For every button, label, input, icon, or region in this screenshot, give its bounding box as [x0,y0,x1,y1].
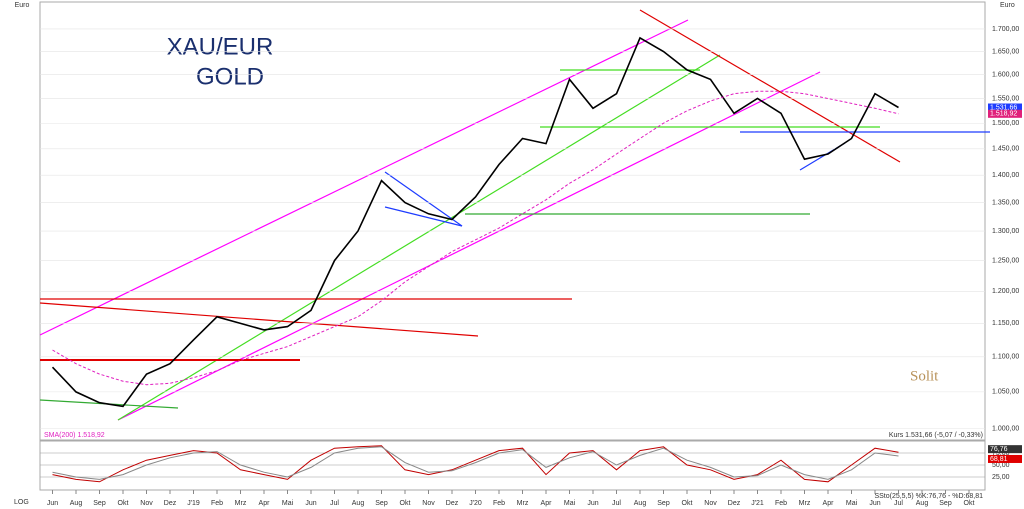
y-tick-label: 1.000,00 [992,425,1019,432]
x-tick-label: Feb [775,500,787,507]
series-line [52,90,899,386]
x-tick-label: Sep [939,500,952,507]
brand: Solit [910,368,939,384]
osc-frame [39,440,986,491]
x-tick-label: Okt [682,500,693,507]
y-tick-label: 1.400,00 [992,172,1019,179]
x-tick-label: Jun [869,500,880,507]
x-tick-label: Okt [964,500,975,507]
y-tick-label: 50,00 [992,462,1010,469]
x-tick-label: Jun [587,500,598,507]
value-tag-label: 1.518,92 [990,111,1017,118]
x-tick-label: Dez [164,500,177,507]
scale-label: LOG [14,499,29,506]
x-tick-label: Dez [446,500,459,507]
y-tick-label: 1.450,00 [992,146,1019,153]
x-tick-label: Dez [728,500,741,507]
x-tick-label: Feb [211,500,223,507]
x-tick-label: Sep [375,500,388,507]
x-tick-label: Aug [352,500,365,507]
y-tick-label: 25,00 [992,474,1010,481]
sma-label: SMA(200) 1.518,92 [44,432,105,439]
x-tick-label: Mai [282,500,294,507]
value-tag [988,103,1022,112]
y-tick-label: 1.100,00 [992,354,1019,361]
quote-label: Kurs 1.531,66 (-5,07 / -0,33%) [889,432,983,439]
value-tag-label: 68,81 [990,456,1008,463]
y-tick-label: 1.050,00 [992,389,1019,396]
y-tick-label: 1.250,00 [992,257,1019,264]
x-tick-label: Apr [259,500,271,507]
value-tag [988,454,1022,463]
x-tick-label: Aug [634,500,647,507]
x-tick-label: Apr [541,500,553,507]
x-tick-label: Apr [823,500,835,507]
x-tick-label: Okt [400,500,411,507]
x-tick-label: J'21 [751,500,764,507]
y-tick-label: 1.650,00 [992,48,1019,55]
axis-label-right: Euro [1000,2,1015,9]
x-tick-label: Nov [422,500,435,507]
x-tick-label: Sep [93,500,106,507]
value-tag [988,445,1022,454]
subtitle: GOLD [196,63,264,90]
y-tick-label: 1.350,00 [992,199,1019,206]
x-tick-label: Sep [657,500,670,507]
x-tick-label: Mrz [235,500,247,507]
axis-label-left: Euro [15,2,30,9]
y-tick-label: 1.700,00 [992,26,1019,33]
value-tag-label: 76,76 [990,446,1008,453]
x-tick-label: Aug [70,500,83,507]
x-tick-label: Mai [564,500,576,507]
x-tick-label: Jun [305,500,316,507]
osc-label: SSto(25,5,5) %K:76,76 - %D:68,81 [874,493,983,500]
y-tick-label: 1.200,00 [992,288,1019,295]
value-tag-label: 1.531,66 [990,104,1017,111]
y-tick-label: 1.300,00 [992,228,1019,235]
x-tick-label: Jun [47,500,58,507]
series-line [51,36,899,408]
x-tick-label: J'20 [469,500,482,507]
x-tick-label: Nov [704,500,717,507]
plot-frame [39,1,986,441]
value-tag [988,109,1022,118]
y-tick-label: 1.600,00 [992,71,1019,78]
x-tick-label: Jul [330,500,339,507]
x-tick-label: Okt [118,500,129,507]
title: XAU/EUR [167,33,274,60]
x-tick-label: Feb [493,500,505,507]
y-tick-label: 75,00 [992,450,1010,457]
x-tick-label: Jul [894,500,903,507]
y-tick-label: 1.150,00 [992,320,1019,327]
y-tick-label: 1.550,00 [992,95,1019,102]
series-line [52,446,899,480]
x-tick-label: J'19 [187,500,200,507]
x-tick-label: Aug [916,500,929,507]
x-tick-label: Mai [846,500,858,507]
y-tick-label: 1.500,00 [992,120,1019,127]
series-line [52,445,899,483]
x-tick-label: Nov [140,500,153,507]
x-tick-label: Mrz [799,500,811,507]
x-tick-label: Mrz [517,500,529,507]
x-tick-label: Jul [612,500,621,507]
